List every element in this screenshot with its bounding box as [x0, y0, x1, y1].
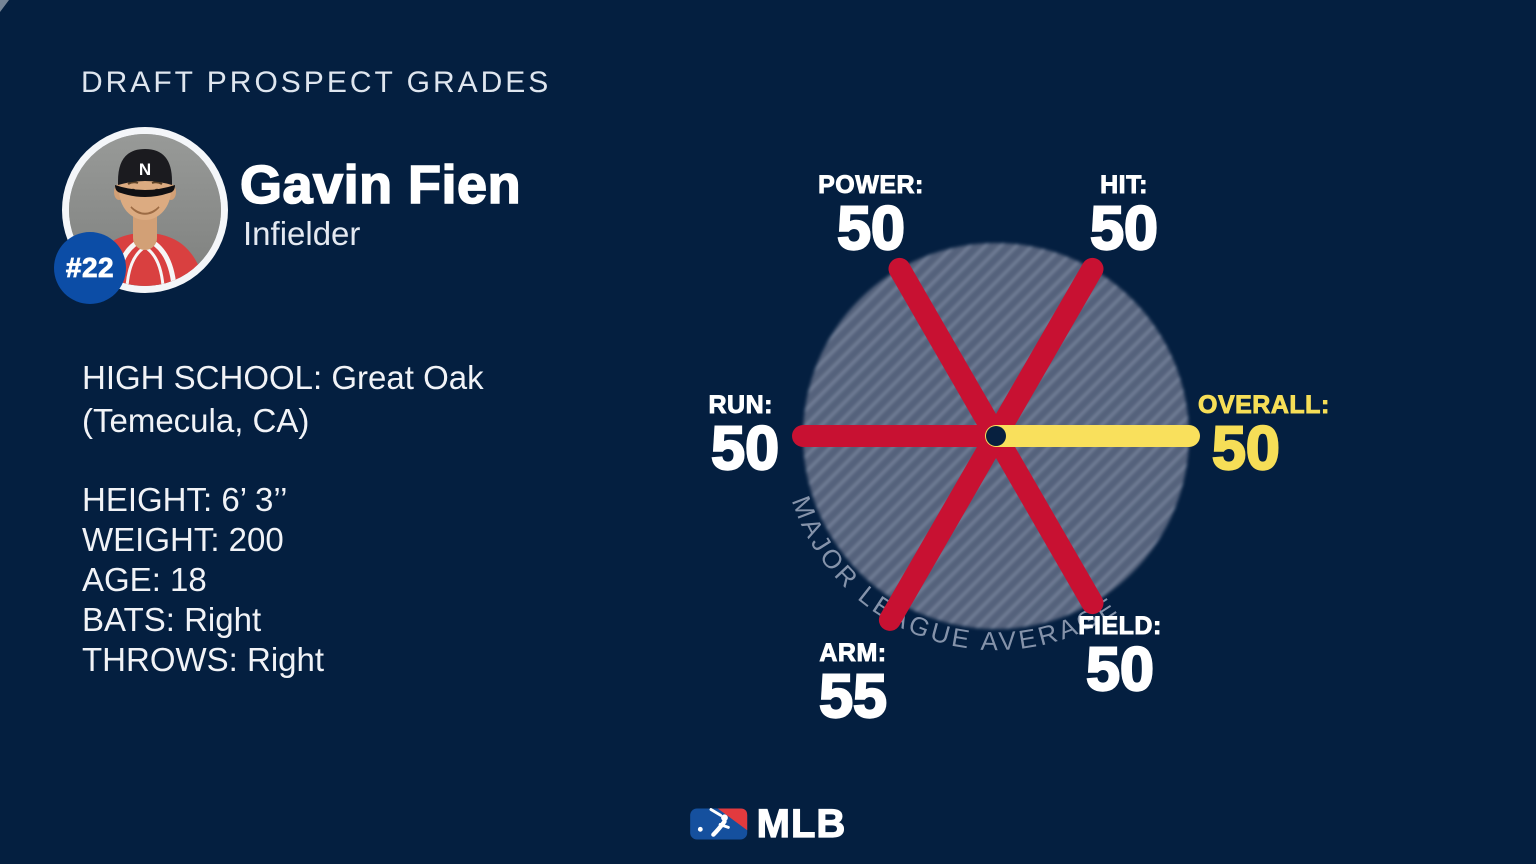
- spoke-hit: [985, 257, 1104, 447]
- bio-bats: BATS: Right: [82, 601, 262, 638]
- svg-text:N: N: [139, 160, 151, 179]
- page-title: DRAFT PROSPECT GRADES: [81, 66, 552, 99]
- stat-power-value: 50: [836, 194, 906, 263]
- corner-artifact: [0, 0, 9, 12]
- stat-field: FIELD: 50: [1078, 612, 1162, 704]
- spoke-field: [985, 425, 1104, 615]
- stat-run-value: 50: [710, 414, 780, 483]
- spoke-arm: [878, 425, 1007, 631]
- stat-overall-label: OVERALL:: [1198, 391, 1330, 419]
- jersey-number: #22: [65, 252, 115, 284]
- stat-overall-value: 50: [1211, 414, 1281, 483]
- mlb-branding: MLB: [690, 802, 847, 846]
- stat-arm-value: 55: [818, 662, 888, 731]
- bio-attributes: HEIGHT: 6’ 3’’ WEIGHT: 200 AGE: 18 BATS:…: [82, 480, 324, 680]
- mlb-logo-icon: [690, 808, 748, 840]
- stat-run-label: RUN:: [708, 391, 773, 419]
- stat-arm: ARM: 55: [818, 639, 888, 731]
- stat-power: POWER: 50: [818, 171, 924, 263]
- bio-height: HEIGHT: 6’ 3’’: [82, 481, 288, 518]
- stat-hit: HIT: 50: [1089, 171, 1159, 263]
- stat-field-value: 50: [1085, 635, 1155, 704]
- stat-overall: OVERALL: 50: [1198, 391, 1330, 483]
- player-position: Infielder: [243, 215, 361, 252]
- bio-school-line2: (Temecula, CA): [82, 401, 310, 439]
- stat-run: RUN: 50: [708, 391, 780, 483]
- stat-hit-value: 50: [1089, 194, 1159, 263]
- stat-hit-label: HIT:: [1100, 171, 1148, 199]
- center-dot: [986, 426, 1006, 446]
- stat-arm-label: ARM:: [819, 639, 887, 667]
- bio-age: AGE: 18: [82, 561, 207, 598]
- bio-weight: WEIGHT: 200: [82, 521, 284, 558]
- bio-throws: THROWS: Right: [82, 641, 325, 678]
- mlb-wordmark: MLB: [756, 802, 847, 846]
- bio-school-line1: HIGH SCHOOL: Great Oak: [82, 359, 484, 396]
- stat-field-label: FIELD:: [1078, 612, 1162, 640]
- stat-power-label: POWER:: [818, 171, 924, 199]
- bio-high-school: HIGH SCHOOL: Great Oak (Temecula, CA): [82, 357, 484, 443]
- player-name: Gavin Fien: [239, 155, 522, 215]
- jersey-number-badge: #22: [54, 232, 126, 304]
- spoke-power: [888, 257, 1007, 447]
